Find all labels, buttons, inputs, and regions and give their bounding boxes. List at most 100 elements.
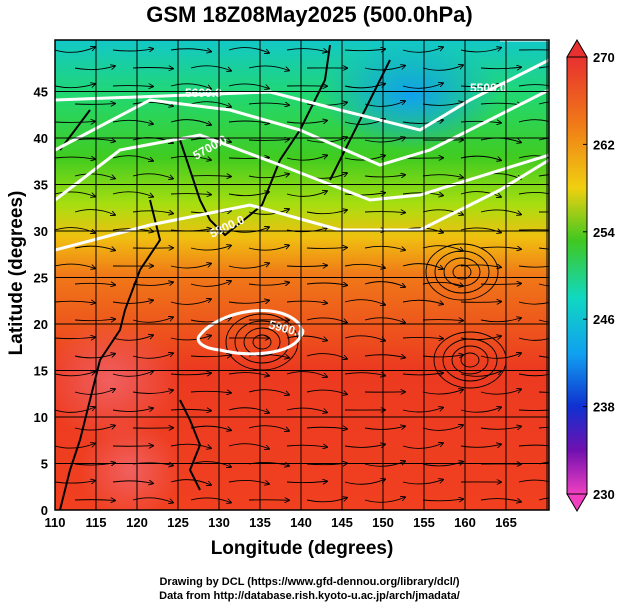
streamline xyxy=(480,209,521,215)
streamline xyxy=(190,391,231,393)
streamline xyxy=(112,335,153,341)
streamline xyxy=(364,355,405,358)
streamline xyxy=(364,137,405,143)
streamline xyxy=(190,355,231,357)
height-contours xyxy=(55,40,549,356)
x-tick-label: 115 xyxy=(86,515,107,530)
y-tick-label: 40 xyxy=(34,131,48,146)
streamline xyxy=(364,317,405,323)
streamline xyxy=(480,389,521,395)
streamline xyxy=(190,497,231,503)
streamline xyxy=(460,155,501,160)
streamline xyxy=(538,426,549,429)
streamline xyxy=(228,300,269,303)
streamline xyxy=(228,83,269,89)
streamline xyxy=(112,481,153,484)
streamline xyxy=(306,427,347,429)
y-tick-label: 0 xyxy=(41,503,48,518)
streamline xyxy=(132,173,173,179)
streamline xyxy=(170,155,211,160)
svg-text:5600.0: 5600.0 xyxy=(185,86,222,100)
y-tick-label: 30 xyxy=(34,224,48,239)
streamline xyxy=(344,479,385,485)
streamline xyxy=(55,337,95,338)
streamline xyxy=(190,65,231,71)
streamline xyxy=(402,408,443,413)
streamline xyxy=(364,245,405,250)
streamline xyxy=(248,282,289,285)
streamline xyxy=(74,173,115,179)
cold-pool xyxy=(320,40,500,150)
streamline xyxy=(364,212,405,213)
streamline xyxy=(422,245,463,251)
credit-dcl: Drawing by DCL (https://www.gfd-dennou.o… xyxy=(159,576,460,588)
streamline xyxy=(538,497,549,501)
streamline xyxy=(74,139,115,141)
x-tick-label: 135 xyxy=(249,515,271,530)
streamline xyxy=(538,319,549,323)
streamline xyxy=(112,119,153,124)
streamline xyxy=(170,373,211,375)
colorbar: 270 262 254 246 238 230 xyxy=(566,39,615,512)
vortex-streamline xyxy=(452,264,472,280)
streamline xyxy=(344,335,385,341)
streamline xyxy=(112,408,153,413)
streamline xyxy=(518,84,549,87)
streamline xyxy=(170,336,211,341)
x-tick-label: 140 xyxy=(290,515,312,530)
streamline xyxy=(538,174,549,177)
streamline xyxy=(344,84,385,89)
y-tick-label: 15 xyxy=(34,364,48,379)
y-axis-label: Latitude (degrees) xyxy=(6,190,27,356)
figure-title: GSM 18Z08May2025 (500.0hPa) xyxy=(146,2,473,27)
streamline xyxy=(460,407,501,413)
streamline xyxy=(55,47,95,53)
colorbar-tick-label: 230 xyxy=(593,487,615,502)
streamline xyxy=(286,335,327,341)
streamline xyxy=(55,191,95,197)
x-tick-label: 165 xyxy=(495,515,517,530)
streamline xyxy=(170,119,211,125)
streamline xyxy=(55,84,95,89)
streamline xyxy=(286,265,327,266)
streamline xyxy=(422,320,463,321)
streamline xyxy=(518,301,549,305)
streamline xyxy=(422,175,463,178)
streamline xyxy=(228,158,269,159)
streamline xyxy=(480,499,521,502)
streamline xyxy=(132,497,173,503)
streamline xyxy=(74,104,115,105)
x-tick-label: 160 xyxy=(454,515,476,530)
coastline xyxy=(59,44,391,510)
streamline xyxy=(286,445,327,447)
streamline xyxy=(74,283,115,285)
streamline xyxy=(132,317,173,323)
streamline xyxy=(538,247,549,250)
streamline xyxy=(306,353,347,359)
streamline xyxy=(74,66,115,71)
streamline xyxy=(286,481,327,482)
streamline xyxy=(228,479,269,484)
streamline xyxy=(422,65,463,71)
streamline xyxy=(538,101,549,105)
vortex-streamline xyxy=(425,243,499,301)
plot-area: 5500.0 5600.0 5700.0 5800.0 5900.0 xyxy=(55,40,549,510)
streamline xyxy=(402,337,443,338)
streamline xyxy=(286,371,327,377)
streamline xyxy=(518,119,549,123)
streamline xyxy=(248,139,289,140)
vortex-streamline xyxy=(442,338,498,382)
streamline xyxy=(422,462,463,467)
y-tick-label: 35 xyxy=(34,178,48,193)
x-tick-label: 150 xyxy=(372,515,394,530)
streamline xyxy=(132,282,173,285)
streamline xyxy=(132,101,173,106)
streamline xyxy=(460,444,501,447)
streamline xyxy=(518,479,549,483)
streamline xyxy=(306,210,347,215)
streamline xyxy=(344,373,385,376)
streamline xyxy=(518,155,549,159)
streamline xyxy=(112,371,153,377)
streamline xyxy=(228,121,269,123)
streamline xyxy=(480,353,521,359)
